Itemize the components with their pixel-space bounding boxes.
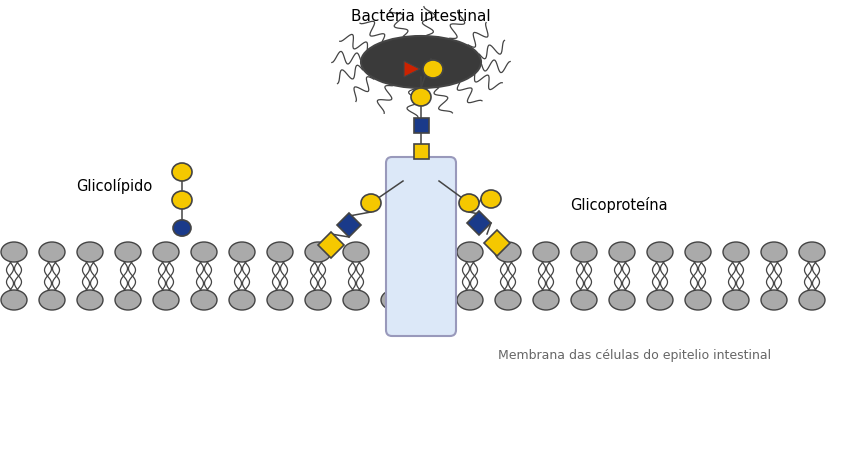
Ellipse shape xyxy=(172,163,192,181)
Text: Bactéria intestinal: Bactéria intestinal xyxy=(351,9,491,24)
Ellipse shape xyxy=(343,242,369,262)
Bar xyxy=(413,144,429,158)
Bar xyxy=(413,118,429,133)
Ellipse shape xyxy=(647,290,673,310)
Ellipse shape xyxy=(571,290,597,310)
FancyBboxPatch shape xyxy=(386,157,456,336)
Ellipse shape xyxy=(172,191,192,209)
Ellipse shape xyxy=(481,190,501,208)
Ellipse shape xyxy=(457,290,483,310)
Ellipse shape xyxy=(343,290,369,310)
Text: Glicolípido: Glicolípido xyxy=(76,178,152,194)
Polygon shape xyxy=(484,230,510,256)
Ellipse shape xyxy=(761,290,787,310)
Ellipse shape xyxy=(495,242,521,262)
Ellipse shape xyxy=(1,242,27,262)
Ellipse shape xyxy=(609,242,635,262)
Ellipse shape xyxy=(229,290,255,310)
Ellipse shape xyxy=(411,88,431,106)
Ellipse shape xyxy=(381,290,407,310)
Ellipse shape xyxy=(267,290,293,310)
Ellipse shape xyxy=(267,242,293,262)
Ellipse shape xyxy=(305,242,331,262)
Ellipse shape xyxy=(115,242,141,262)
Text: Membrana das células do epitelio intestinal: Membrana das células do epitelio intesti… xyxy=(498,348,771,362)
Ellipse shape xyxy=(361,36,481,88)
Ellipse shape xyxy=(533,242,559,262)
Ellipse shape xyxy=(799,290,825,310)
Ellipse shape xyxy=(153,242,179,262)
Ellipse shape xyxy=(609,290,635,310)
Ellipse shape xyxy=(571,242,597,262)
Ellipse shape xyxy=(191,290,217,310)
Ellipse shape xyxy=(39,290,65,310)
Polygon shape xyxy=(337,213,361,237)
Ellipse shape xyxy=(77,242,103,262)
Ellipse shape xyxy=(647,242,673,262)
Ellipse shape xyxy=(361,194,381,212)
Ellipse shape xyxy=(685,290,711,310)
Ellipse shape xyxy=(1,290,27,310)
Ellipse shape xyxy=(39,242,65,262)
Ellipse shape xyxy=(173,220,191,236)
Ellipse shape xyxy=(229,242,255,262)
Ellipse shape xyxy=(457,242,483,262)
Ellipse shape xyxy=(191,242,217,262)
Polygon shape xyxy=(404,61,420,77)
Ellipse shape xyxy=(723,242,749,262)
Polygon shape xyxy=(318,232,344,258)
Ellipse shape xyxy=(153,290,179,310)
Ellipse shape xyxy=(305,290,331,310)
Ellipse shape xyxy=(495,290,521,310)
Ellipse shape xyxy=(459,194,479,212)
Text: Glicoproteína: Glicoproteína xyxy=(570,197,668,213)
Ellipse shape xyxy=(761,242,787,262)
Ellipse shape xyxy=(799,242,825,262)
Ellipse shape xyxy=(115,290,141,310)
Ellipse shape xyxy=(685,242,711,262)
Ellipse shape xyxy=(419,290,445,310)
Ellipse shape xyxy=(723,290,749,310)
Ellipse shape xyxy=(533,290,559,310)
Ellipse shape xyxy=(77,290,103,310)
Polygon shape xyxy=(467,211,491,235)
Ellipse shape xyxy=(423,60,443,78)
